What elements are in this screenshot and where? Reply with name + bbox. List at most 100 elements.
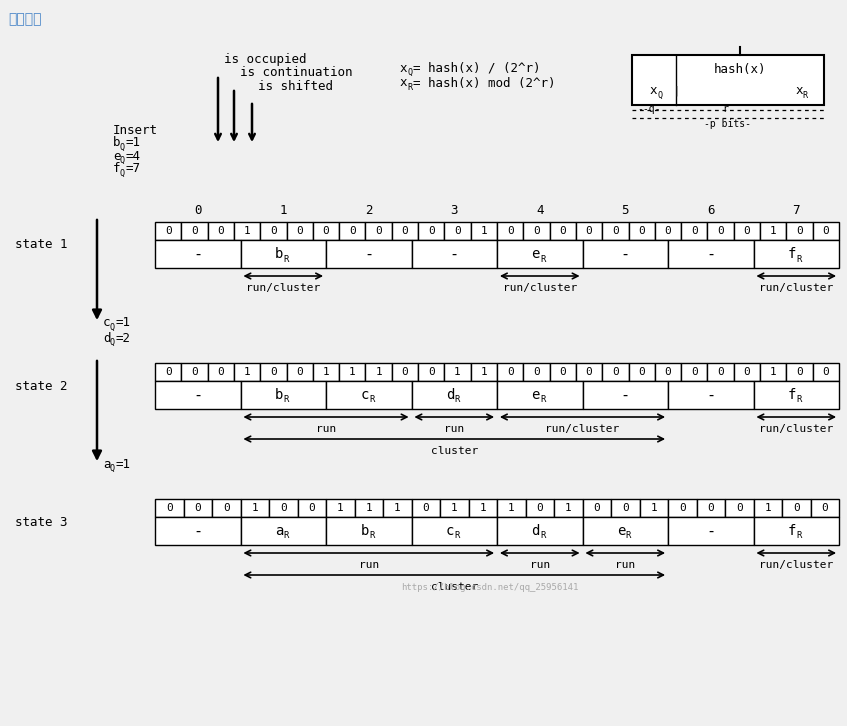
- Text: R: R: [540, 531, 545, 540]
- Bar: [339, 222, 365, 240]
- Text: e: e: [113, 150, 120, 163]
- Bar: [313, 363, 339, 381]
- Text: =1: =1: [116, 317, 131, 330]
- Bar: [583, 381, 668, 409]
- Bar: [412, 499, 440, 517]
- Bar: [681, 363, 707, 381]
- Text: run/cluster: run/cluster: [246, 283, 320, 293]
- Bar: [418, 363, 445, 381]
- Bar: [412, 381, 497, 409]
- Text: 0: 0: [401, 226, 408, 236]
- Bar: [418, 222, 445, 240]
- Text: 0: 0: [423, 503, 429, 513]
- Text: --q-: --q-: [637, 104, 661, 114]
- Text: R: R: [796, 255, 802, 264]
- Text: 0: 0: [744, 367, 750, 377]
- Bar: [497, 222, 523, 240]
- Text: 3: 3: [451, 203, 458, 216]
- Text: 1: 1: [480, 367, 487, 377]
- Text: 0: 0: [507, 367, 513, 377]
- Bar: [326, 240, 412, 268]
- Text: R: R: [796, 396, 802, 404]
- Text: -: -: [193, 247, 202, 261]
- Bar: [725, 499, 754, 517]
- Bar: [760, 222, 786, 240]
- Text: 1: 1: [244, 226, 251, 236]
- Text: Q: Q: [120, 142, 125, 152]
- Bar: [602, 363, 628, 381]
- Bar: [212, 499, 241, 517]
- Text: -: -: [193, 523, 202, 539]
- Text: Q: Q: [120, 168, 125, 177]
- Text: https://blog.csdn.net/qq_25956141: https://blog.csdn.net/qq_25956141: [401, 584, 579, 592]
- Bar: [632, 55, 824, 105]
- Text: 0: 0: [166, 503, 173, 513]
- Text: R: R: [284, 255, 289, 264]
- Text: x: x: [400, 62, 407, 75]
- Text: 0: 0: [165, 226, 172, 236]
- Text: 0: 0: [270, 367, 277, 377]
- Bar: [550, 222, 576, 240]
- Bar: [234, 222, 260, 240]
- Text: 0: 0: [323, 226, 329, 236]
- Text: 0: 0: [218, 367, 224, 377]
- Bar: [313, 222, 339, 240]
- Text: -: -: [364, 247, 374, 261]
- Text: 0: 0: [270, 226, 277, 236]
- Bar: [365, 222, 392, 240]
- Bar: [286, 363, 313, 381]
- Bar: [812, 222, 839, 240]
- Text: 0: 0: [507, 226, 513, 236]
- Text: 1: 1: [280, 203, 287, 216]
- Text: f: f: [788, 388, 796, 402]
- Bar: [655, 222, 681, 240]
- Text: 0: 0: [194, 503, 201, 513]
- Bar: [707, 222, 734, 240]
- Text: 1: 1: [394, 503, 401, 513]
- Bar: [668, 499, 696, 517]
- Text: =2: =2: [116, 332, 131, 345]
- Bar: [208, 363, 234, 381]
- Bar: [668, 517, 754, 545]
- Text: 0: 0: [428, 226, 435, 236]
- Text: 1: 1: [650, 503, 657, 513]
- Text: 0: 0: [218, 226, 224, 236]
- Text: -: -: [450, 247, 459, 261]
- Text: x: x: [796, 84, 804, 97]
- Bar: [525, 499, 554, 517]
- Bar: [326, 499, 355, 517]
- Text: 0: 0: [796, 367, 803, 377]
- Bar: [668, 381, 754, 409]
- Bar: [583, 240, 668, 268]
- Text: 0: 0: [280, 503, 286, 513]
- Text: Q: Q: [110, 322, 115, 332]
- Bar: [497, 517, 583, 545]
- Bar: [355, 499, 383, 517]
- Text: 2: 2: [365, 203, 373, 216]
- Text: c: c: [446, 524, 455, 538]
- Bar: [754, 240, 839, 268]
- Text: =7: =7: [126, 163, 141, 176]
- Text: b: b: [275, 247, 284, 261]
- Text: x: x: [400, 76, 407, 89]
- Bar: [681, 222, 707, 240]
- Text: 0: 0: [665, 367, 672, 377]
- Bar: [155, 517, 241, 545]
- Text: 0: 0: [375, 226, 382, 236]
- Text: 0: 0: [533, 367, 540, 377]
- Text: run: run: [316, 424, 336, 434]
- Bar: [583, 517, 668, 545]
- Text: 0: 0: [691, 367, 698, 377]
- Text: c: c: [361, 388, 369, 402]
- Text: is shifted: is shifted: [258, 80, 333, 92]
- Text: -: -: [621, 247, 630, 261]
- Text: Q: Q: [120, 155, 125, 165]
- Text: =4: =4: [126, 150, 141, 163]
- Text: 0: 0: [536, 503, 543, 513]
- Bar: [471, 222, 497, 240]
- Text: 0: 0: [691, 226, 698, 236]
- Text: d: d: [532, 524, 540, 538]
- Text: 1: 1: [565, 503, 572, 513]
- Text: 0: 0: [736, 503, 743, 513]
- Text: 0: 0: [586, 226, 592, 236]
